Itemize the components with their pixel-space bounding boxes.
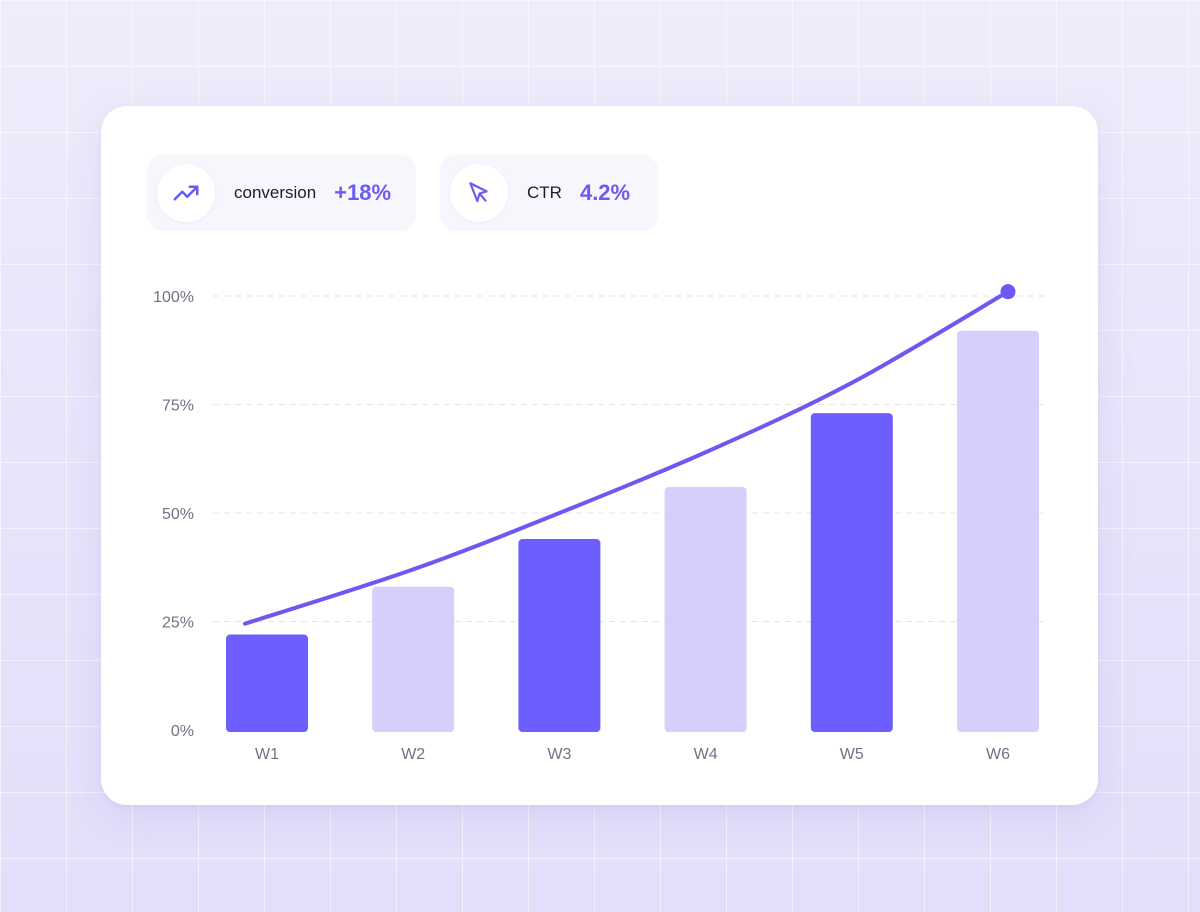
ctr-value: 4.2% bbox=[579, 180, 631, 205]
conversion-label: conversion bbox=[234, 183, 317, 202]
bar-w2 bbox=[372, 586, 455, 732]
ctr-label: CTR bbox=[527, 183, 562, 202]
trend-end-point bbox=[1000, 284, 1016, 300]
bar-w3 bbox=[518, 539, 601, 732]
y-tick-label: 75% bbox=[162, 398, 194, 415]
x-tick-label: W3 bbox=[547, 746, 571, 763]
chart-card: conversion +18% CTR 4.2% 0% 25% 50% 75% 100%… bbox=[101, 106, 1098, 805]
y-tick-label: 0% bbox=[171, 723, 194, 740]
x-tick-label: W5 bbox=[840, 746, 864, 763]
conversion-stat: conversion +18% bbox=[147, 155, 416, 231]
conversion-value: +18% bbox=[334, 180, 392, 205]
ctr-stat: CTR 4.2% bbox=[440, 155, 658, 231]
y-tick-label: 50% bbox=[162, 506, 194, 523]
y-tick-label: 25% bbox=[162, 615, 194, 632]
x-tick-label: W1 bbox=[255, 746, 279, 763]
bar-w4 bbox=[664, 486, 747, 732]
y-tick-label: 100% bbox=[153, 289, 194, 306]
x-tick-label: W2 bbox=[401, 746, 425, 763]
x-tick-label: W6 bbox=[986, 746, 1010, 763]
cursor-arrow-icon bbox=[450, 164, 508, 222]
bar-w6 bbox=[957, 330, 1039, 732]
bar-w1 bbox=[226, 634, 308, 732]
bar-w5 bbox=[810, 413, 893, 732]
trend-line bbox=[243, 289, 1010, 626]
trending-up-icon bbox=[157, 164, 215, 222]
x-tick-label: W4 bbox=[694, 746, 718, 763]
bar-chart: 0% 25% 50% 75% 100% W1 W2 W3 W4 W5 W6 bbox=[153, 284, 1045, 763]
